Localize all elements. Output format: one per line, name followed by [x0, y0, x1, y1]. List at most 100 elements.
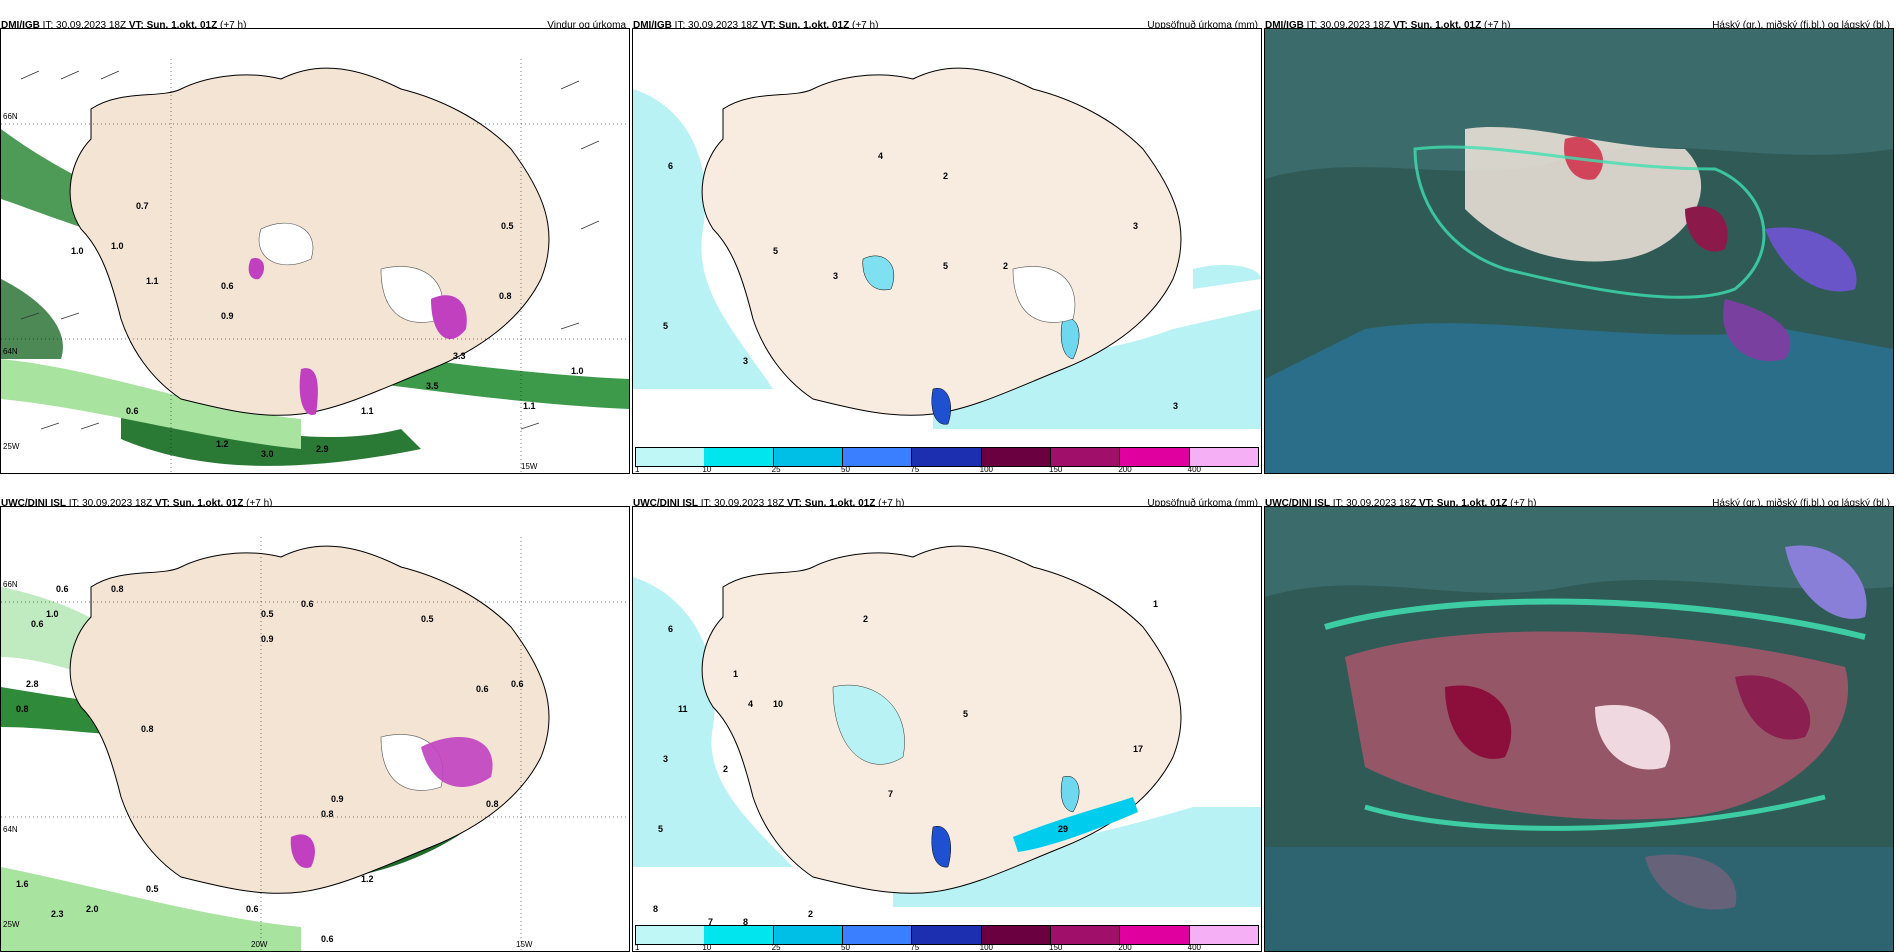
lead-time: (+7 h) [852, 20, 879, 31]
precip-value: 2.0 [86, 904, 99, 914]
precip-value: 1.2 [216, 439, 229, 449]
legend-swatch [1189, 925, 1259, 945]
panel-title: Háský (gr.), miðský (fj.bl.) og lágský (… [1712, 20, 1890, 31]
legend-label: 75 [910, 943, 920, 952]
model-name: UWC/DINI ISL [633, 498, 698, 509]
legend-label: 400 [1187, 943, 1202, 952]
lat-label-64: 64N [3, 825, 18, 834]
accum-value: 5 [663, 321, 668, 331]
legend-label: 1 [635, 943, 640, 952]
lon-label-20w: 20W [251, 940, 268, 949]
legend-label: 100 [979, 943, 994, 952]
legend-swatch [981, 447, 1051, 467]
lon-label-15w: 15W [521, 462, 538, 471]
precip-value: 1.1 [523, 401, 536, 411]
precip-value: 3.5 [426, 381, 439, 391]
accum-value: 11 [678, 704, 688, 714]
precip-value: 0.6 [31, 619, 44, 629]
legend-label: 100 [979, 465, 994, 474]
map-frame: 6 4 2 5 3 5 3 5 2 3 3 1 10 25 50 75 100 150 200… [632, 28, 1262, 474]
legend-swatch [843, 925, 913, 945]
panel-title: Háský (gr.), miðský (fj.bl.) og lágský (… [1712, 498, 1890, 509]
init-time: 30.09.2023 18Z [1346, 498, 1417, 509]
accum-value: 3 [833, 271, 838, 281]
map-frame: 66N 64N 15W 25W 0.7 1.0 1.0 1.1 0.6 0.9 … [0, 28, 630, 474]
wind-precip-map: 66N 64N 15W 25W 0.7 1.0 1.0 1.1 0.6 0.9 … [1, 29, 629, 473]
legend-label: 25 [771, 943, 781, 952]
panel-header: UWC/DINI ISL IT: 30.09.2023 18Z VT: Sun.… [632, 490, 1262, 518]
precip-value: 0.6 [126, 406, 139, 416]
legend-swatch [635, 925, 706, 945]
map-frame: 66N 64N 20W 15W 25W 0.6 0.8 0.6 1.0 0.5 … [0, 506, 630, 952]
accum-value: 5 [943, 261, 948, 271]
accum-value: 4 [748, 699, 753, 709]
legend-swatch [773, 447, 843, 467]
valid-time: Sun. 1.okt. 01Z [172, 498, 244, 509]
precip-legend: 1 10 25 50 75 100 150 200 400 [635, 925, 1259, 952]
accum-value: 3 [1173, 401, 1178, 411]
precip-value: 0.6 [56, 584, 69, 594]
precip-value: 0.6 [476, 684, 489, 694]
lead-time: (+7 h) [220, 20, 247, 31]
accum-precip-map: 6 3 2 1 4 10 11 5 2 7 5 17 29 8 7 2 1 8 [633, 507, 1261, 951]
init-time: 30.09.2023 18Z [714, 498, 785, 509]
init-time: 30.09.2023 18Z [82, 498, 153, 509]
init-time: 30.09.2023 18Z [56, 20, 127, 31]
legend-label: 75 [910, 465, 920, 474]
valid-time: Sun. 1.okt. 01Z [1436, 498, 1508, 509]
accum-value: 6 [668, 624, 673, 634]
accum-value: 7 [708, 917, 713, 927]
precip-value: 1.0 [111, 241, 124, 251]
panel-header: UWC/DINI ISL IT: 30.09.2023 18Z VT: Sun.… [1264, 490, 1894, 518]
precip-value: 0.8 [486, 799, 499, 809]
lead-time: (+7 h) [246, 498, 273, 509]
panel-clouds-bottom: UWC/DINI ISL IT: 30.09.2023 18Z VT: Sun.… [1264, 490, 1894, 952]
precip-value: 0.9 [331, 794, 344, 804]
valid-time: Sun. 1.okt. 01Z [778, 20, 850, 31]
accum-value: 2 [723, 764, 728, 774]
accum-value: 3 [663, 754, 668, 764]
legend-swatch [843, 447, 913, 467]
legend-swatch [1189, 447, 1259, 467]
valid-time: Sun. 1.okt. 01Z [146, 20, 218, 31]
panel-header: UWC/DINI ISL IT: 30.09.2023 18Z VT: Sun.… [1, 498, 273, 509]
precip-value: 1.1 [361, 406, 374, 416]
accum-value: 2 [943, 171, 948, 181]
init-time: 30.09.2023 18Z [688, 20, 759, 31]
precip-value: 1.0 [71, 246, 84, 256]
accum-precip-map: 6 4 2 5 3 5 3 5 2 3 3 [633, 29, 1261, 473]
accum-value: 6 [668, 161, 673, 171]
panel-title: Vindur og úrkoma [547, 20, 626, 31]
precip-value: 0.8 [111, 584, 124, 594]
cloud-map [1265, 29, 1893, 473]
legend-swatch [1051, 925, 1121, 945]
precip-value: 0.5 [501, 221, 514, 231]
legend-label: 400 [1187, 465, 1202, 474]
panel-title: Uppsöfnuð úrkoma (mm) [1147, 20, 1258, 31]
lead-time: (+7 h) [878, 498, 905, 509]
precip-legend: 1 10 25 50 75 100 150 200 400 [635, 447, 1259, 474]
precip-value: 0.5 [421, 614, 434, 624]
valid-time: Sun. 1.okt. 01Z [804, 498, 876, 509]
precip-value: 1.1 [146, 276, 159, 286]
accum-value: 10 [773, 699, 783, 709]
legend-label: 10 [702, 943, 712, 952]
accum-value: 2 [1003, 261, 1008, 271]
accum-value: 8 [653, 904, 658, 914]
precip-value: 3.3 [453, 351, 466, 361]
panel-header: DMI/IGB IT: 30.09.2023 18Z VT: Sun. 1.ok… [632, 12, 1262, 40]
legend-swatch [912, 925, 982, 945]
accum-value: 8 [743, 917, 748, 927]
accum-value: 2 [808, 909, 813, 919]
cloud-map [1265, 507, 1893, 951]
legend-label: 200 [1118, 943, 1132, 952]
lat-label-66: 66N [3, 112, 18, 121]
precip-value: 1.2 [361, 874, 374, 884]
precip-value: 0.8 [141, 724, 154, 734]
accum-value: 5 [963, 709, 968, 719]
precip-value: 0.6 [321, 934, 334, 944]
panel-clouds-top: DMI/IGB IT: 30.09.2023 18Z VT: Sun. 1.ok… [1264, 12, 1894, 474]
precip-value: 0.5 [261, 609, 274, 619]
legend-swatch [1051, 447, 1121, 467]
legend-swatch [1120, 925, 1190, 945]
